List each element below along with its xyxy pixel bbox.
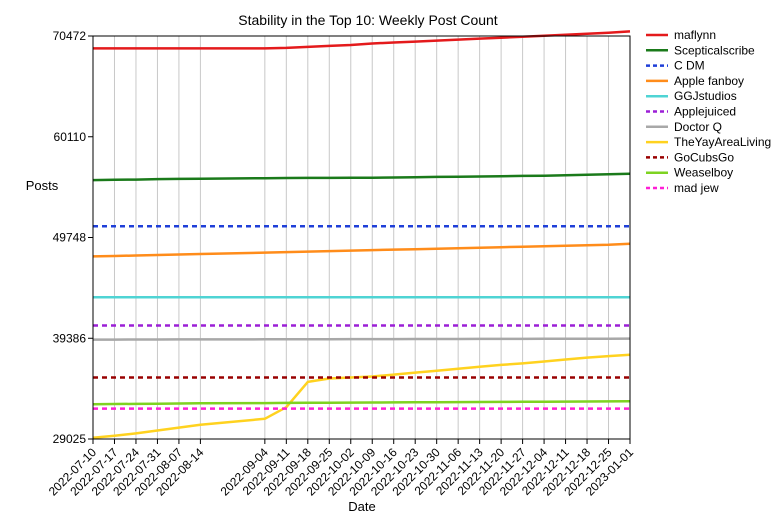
series-lines [92,30,631,440]
legend-label: Weaselboy [674,166,733,180]
series-line [92,172,631,182]
plot-frame [92,35,631,440]
series-line [92,242,631,258]
legend-label: GoCubsGo [674,150,734,164]
y-tick-label: 39386 [53,331,87,345]
series-line [92,353,631,440]
series-line [93,337,631,341]
y-axis-label: Posts [26,178,59,193]
legend-label: C DM [674,59,705,73]
grid-lines [92,36,631,439]
legend-label: maflynn [674,28,716,42]
y-axis: 29025 39386 49748 60110 70472 [53,29,93,446]
x-axis-label: Date [348,499,375,514]
y-tick-label: 49748 [53,231,87,245]
series-line [93,30,631,50]
legend-label: Doctor Q [674,120,722,134]
legend-label: GGJstudios [674,89,737,103]
legend-label: Applejuiced [674,105,736,119]
series-line [92,400,631,406]
legend-label: Scepticalscribe [674,43,755,57]
y-tick-label: 29025 [53,432,87,446]
chart-title: Stability in the Top 10: Weekly Post Cou… [238,12,498,28]
legend-label: TheYayAreaLiving [674,135,771,149]
x-axis: 2022-07-102022-07-172022-07-242022-07-31… [46,439,636,499]
legend-label: Apple fanboy [674,74,744,88]
legend-label: mad jew [674,181,719,195]
y-tick-label: 70472 [53,29,87,43]
y-tick-label: 60110 [54,130,87,144]
